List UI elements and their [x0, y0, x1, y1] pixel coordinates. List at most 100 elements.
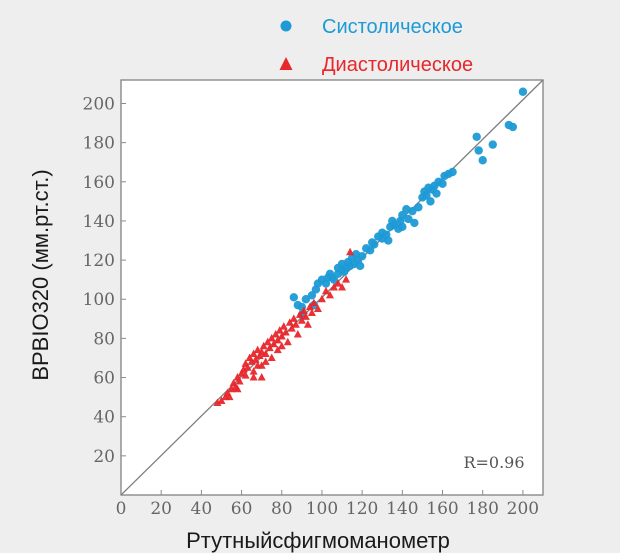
diastolic-point	[317, 294, 326, 303]
diastolic-point	[235, 376, 244, 385]
diastolic-point	[287, 324, 296, 332]
diastolic-point	[279, 322, 288, 330]
systolic-series	[289, 87, 528, 320]
diastolic-point	[249, 349, 258, 358]
legend-circle-icon	[280, 20, 292, 32]
x-tick-label: 80	[271, 499, 293, 519]
diastolic-point	[291, 320, 300, 328]
y-tick-label: 140	[83, 212, 115, 232]
systolic-point	[432, 189, 441, 198]
systolic-point	[472, 132, 481, 141]
diastolic-point	[267, 333, 276, 342]
diastolic-point	[303, 320, 312, 328]
diastolic-point	[213, 398, 222, 406]
x-tick-label: 100	[306, 499, 338, 519]
x-tick-label: 140	[386, 499, 418, 519]
diastolic-point	[253, 345, 262, 354]
diastolic-point	[261, 349, 270, 358]
diastolic-point	[233, 384, 242, 393]
systolic-point	[422, 191, 431, 200]
diastolic-point	[259, 341, 268, 350]
y-tick-label: 180	[83, 134, 115, 154]
diastolic-point	[281, 328, 290, 336]
diastolic-point	[255, 351, 264, 360]
systolic-point	[508, 122, 518, 132]
diastolic-point	[277, 331, 286, 340]
diastolic-point	[241, 371, 250, 379]
systolic-point	[357, 251, 367, 261]
systolic-point	[404, 214, 413, 224]
diastolic-point	[239, 365, 248, 373]
data-points	[213, 87, 528, 406]
y-tick-label: 200	[83, 94, 115, 114]
y-axis-title: BPBIO320 (мм.рт.ст.)	[28, 169, 53, 380]
y-tick-label: 120	[83, 251, 115, 271]
systolic-point	[307, 291, 317, 300]
diastolic-point	[293, 329, 302, 338]
tick-labels: 0 20 40 60 80 100 120 140 160 180 200 20 40 60 80 100 12…	[83, 94, 540, 519]
diastolic-point	[217, 396, 226, 405]
diastolic-point	[299, 306, 308, 314]
systolic-point	[398, 210, 407, 220]
systolic-point	[370, 240, 379, 249]
y-tick-label: 100	[83, 290, 115, 310]
diastolic-point	[257, 373, 266, 381]
systolic-point	[355, 261, 365, 271]
diastolic-point	[243, 363, 252, 371]
y-tick-label: 40	[93, 408, 115, 428]
diastolic-point	[263, 337, 272, 346]
diastolic-point	[321, 286, 330, 295]
x-tick-label: 20	[150, 499, 172, 519]
diastolic-point	[225, 392, 234, 401]
correlation-annotation: R=0.96	[463, 453, 524, 472]
systolic-point	[408, 206, 417, 216]
y-tick-label: 80	[93, 329, 115, 349]
x-axis-title: Ртутныйсфигмоманометр	[186, 528, 450, 553]
diastolic-point	[267, 353, 276, 361]
diastolic-point	[289, 314, 298, 322]
diastolic-point	[249, 367, 258, 375]
diastolic-point	[257, 361, 266, 369]
diastolic-point	[277, 341, 286, 350]
systolic-point	[333, 263, 343, 273]
diastolic-point	[261, 357, 270, 365]
diastolic-series	[213, 247, 355, 406]
diastolic-point	[237, 369, 246, 377]
systolic-point	[365, 246, 375, 255]
diastolic-point	[285, 318, 294, 326]
x-tick-label: 40	[191, 499, 213, 519]
systolic-point	[474, 146, 483, 155]
x-tick-label: 60	[231, 499, 253, 519]
diastolic-point	[273, 335, 282, 344]
legend-label-diastolic: Диастолическое	[322, 54, 473, 76]
systolic-point	[478, 156, 487, 165]
diastolic-point	[338, 283, 347, 291]
systolic-point	[488, 140, 497, 149]
y-tick-label: 60	[93, 369, 115, 389]
diastolic-point	[346, 247, 355, 256]
diastolic-point	[334, 279, 343, 287]
x-tick-label: 180	[466, 499, 498, 519]
diastolic-point	[283, 337, 292, 346]
systolic-point	[301, 295, 311, 304]
systolic-point	[329, 275, 339, 284]
systolic-point	[384, 236, 393, 245]
diastolic-point	[269, 339, 278, 348]
diastolic-point	[342, 275, 351, 283]
x-tick-label: 160	[426, 499, 458, 519]
systolic-point	[410, 218, 419, 228]
diastolic-point	[275, 326, 284, 334]
legend: Систолическое Диастолическое	[279, 16, 473, 76]
diastolic-point	[301, 312, 310, 320]
systolic-point	[289, 293, 299, 302]
systolic-point	[438, 179, 447, 188]
diastolic-point	[273, 345, 282, 354]
diastolic-point	[305, 302, 314, 311]
diastolic-point	[257, 347, 266, 356]
diastolic-point	[249, 373, 258, 381]
diastolic-point	[325, 290, 334, 299]
legend-triangle-icon	[279, 57, 293, 70]
diastolic-point	[330, 283, 339, 291]
systolic-point	[426, 197, 435, 206]
